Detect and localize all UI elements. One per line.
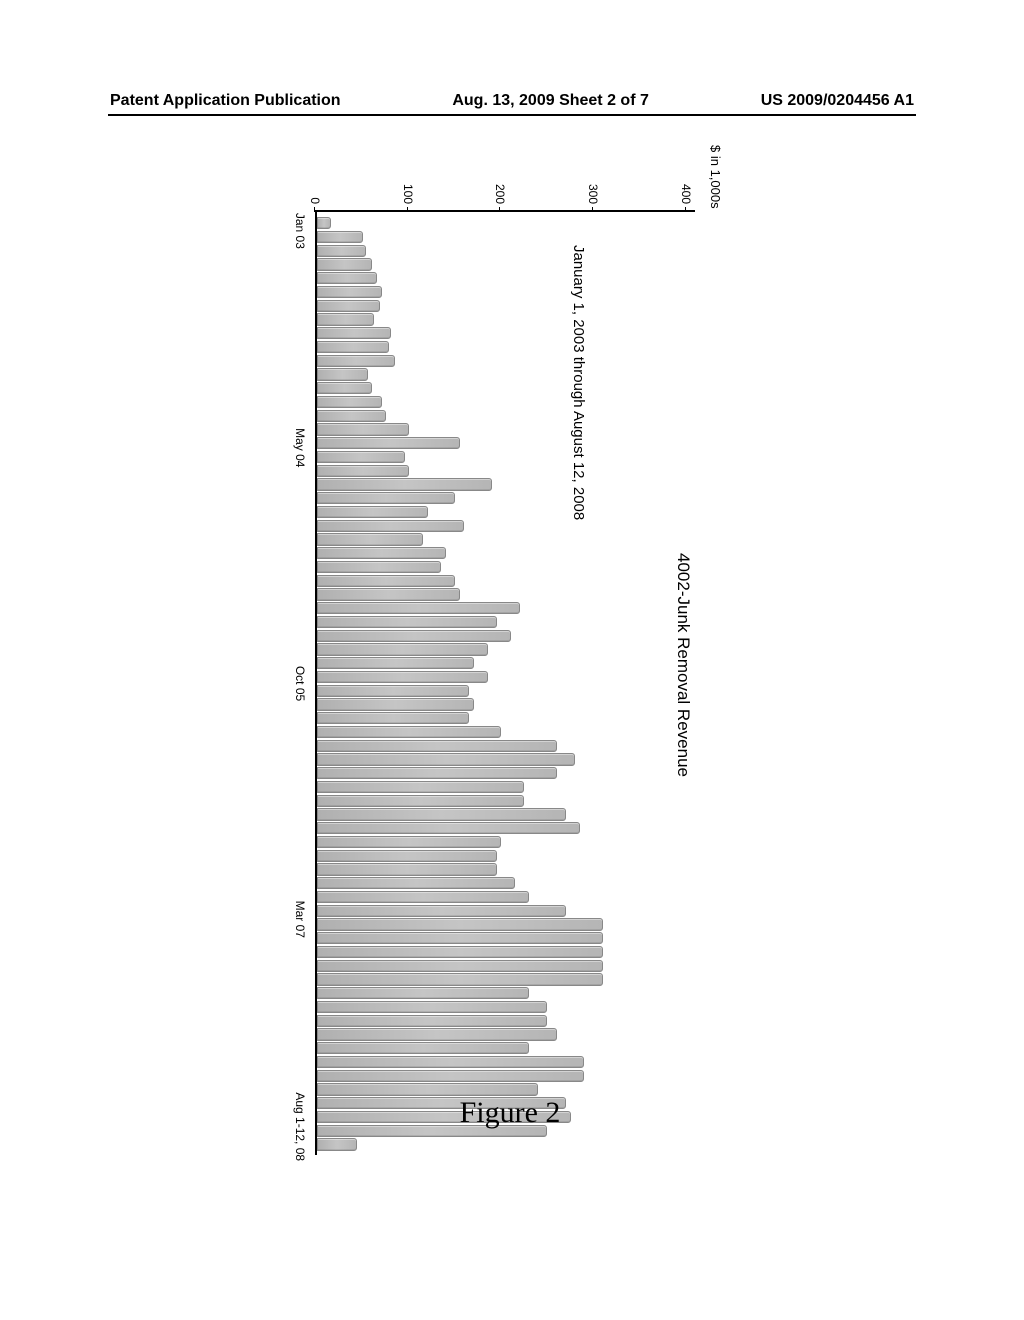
- bar: [317, 231, 363, 243]
- y-tick-mark: [314, 207, 315, 212]
- bar: [317, 1001, 547, 1013]
- bar: [317, 575, 455, 587]
- x-tick-label: Oct 05: [293, 666, 307, 701]
- bar: [317, 795, 524, 807]
- bar: [317, 382, 372, 394]
- header-center: Aug. 13, 2009 Sheet 2 of 7: [452, 92, 649, 110]
- bar: [317, 1042, 529, 1054]
- bar: [317, 877, 515, 889]
- bar: [317, 987, 529, 999]
- y-tick-label: 300: [586, 172, 600, 204]
- bar: [317, 836, 501, 848]
- bar: [317, 726, 501, 738]
- bar: [317, 905, 566, 917]
- bar: [317, 547, 446, 559]
- bar-container: [317, 217, 695, 1150]
- bar: [317, 272, 377, 284]
- y-tick-label: 200: [493, 172, 507, 204]
- bar: [317, 850, 497, 862]
- bar: [317, 822, 580, 834]
- bar: [317, 1015, 547, 1027]
- bar: [317, 300, 380, 312]
- bar: [317, 602, 520, 614]
- x-tick-label: Jan 03: [293, 213, 307, 249]
- bar: [317, 891, 529, 903]
- x-tick-label: May 04: [293, 428, 307, 467]
- bar: [317, 643, 488, 655]
- bar: [317, 960, 603, 972]
- figure-label: Figure 2: [460, 1096, 561, 1130]
- bar: [317, 740, 557, 752]
- bar: [317, 368, 368, 380]
- revenue-chart: $ in 1,000s 4002-Junk Removal Revenue Ja…: [265, 155, 695, 1175]
- y-tick-mark: [685, 207, 686, 212]
- bar: [317, 753, 575, 765]
- bar: [317, 630, 511, 642]
- bar: [317, 767, 557, 779]
- bar: [317, 1056, 584, 1068]
- bar: [317, 258, 372, 270]
- bar: [317, 506, 428, 518]
- bar: [317, 1070, 584, 1082]
- bar: [317, 217, 331, 229]
- y-tick-mark: [407, 207, 408, 212]
- bar: [317, 520, 465, 532]
- bar: [317, 616, 497, 628]
- bar: [317, 313, 374, 325]
- header-right: US 2009/0204456 A1: [761, 92, 914, 110]
- bar: [317, 327, 391, 339]
- bar: [317, 437, 460, 449]
- y-tick-label: 100: [401, 172, 415, 204]
- chart-plot-area: 0100200300400Jan 03May 04Oct 05Mar 07Aug…: [315, 210, 695, 1155]
- bar: [317, 588, 460, 600]
- bar: [317, 973, 603, 985]
- y-tick-label: 0: [308, 172, 322, 204]
- bar: [317, 355, 395, 367]
- bar: [317, 808, 566, 820]
- bar: [317, 533, 423, 545]
- bar: [317, 451, 405, 463]
- bar: [317, 1083, 538, 1095]
- bar: [317, 341, 389, 353]
- bar: [317, 863, 497, 875]
- bar: [317, 712, 469, 724]
- page-container: $ in 1,000s 4002-Junk Removal Revenue Ja…: [100, 140, 920, 1170]
- bar: [317, 781, 524, 793]
- y-tick-mark: [592, 207, 593, 212]
- bar: [317, 561, 441, 573]
- x-tick-label: Aug 1-12, 08: [293, 1092, 307, 1161]
- bar: [317, 410, 386, 422]
- bar: [317, 1028, 557, 1040]
- y-axis-label: $ in 1,000s: [708, 145, 723, 209]
- bar: [317, 685, 469, 697]
- bar: [317, 698, 474, 710]
- page-header: Patent Application Publication Aug. 13, …: [110, 92, 914, 110]
- x-tick-label: Mar 07: [293, 901, 307, 938]
- bar: [317, 396, 382, 408]
- bar: [317, 671, 488, 683]
- y-tick-label: 400: [679, 172, 693, 204]
- bar: [317, 946, 603, 958]
- bar: [317, 657, 474, 669]
- bar: [317, 492, 455, 504]
- bar: [317, 932, 603, 944]
- bar: [317, 465, 409, 477]
- bar: [317, 423, 409, 435]
- bar: [317, 478, 492, 490]
- bar: [317, 245, 366, 257]
- header-left: Patent Application Publication: [110, 92, 341, 110]
- header-divider: [108, 114, 916, 116]
- bar: [317, 286, 382, 298]
- bar: [317, 918, 603, 930]
- bar: [317, 1138, 357, 1150]
- y-tick-mark: [499, 207, 500, 212]
